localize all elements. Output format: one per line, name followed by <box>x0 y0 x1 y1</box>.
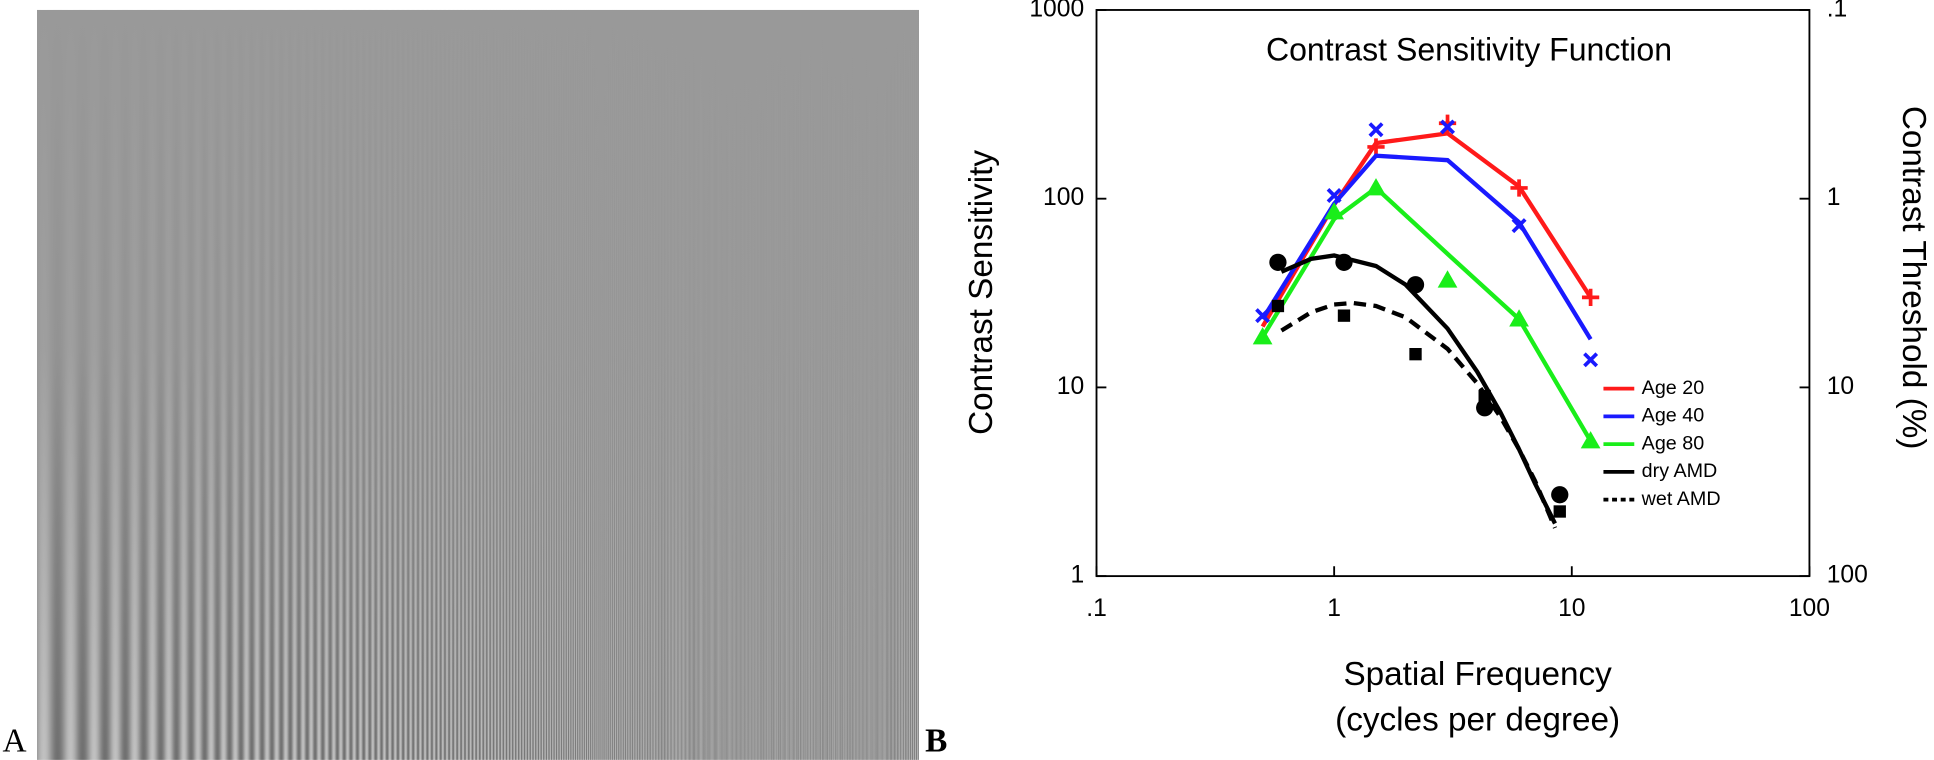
series-line <box>1280 253 1557 525</box>
marker <box>1437 270 1458 288</box>
marker <box>1409 348 1422 361</box>
marker <box>1324 202 1345 220</box>
grating-image <box>37 9 919 760</box>
marker <box>1511 218 1527 234</box>
marker <box>1478 389 1491 403</box>
marker <box>1269 253 1287 271</box>
marker <box>1581 288 1600 306</box>
y2-tick-label: 1 <box>1827 184 1841 211</box>
y2-axis-label: Contrast Threshold (%) <box>1895 106 1932 450</box>
y-axis-label: Contrast Sensitivity <box>963 150 1000 435</box>
grating-fade <box>37 9 919 760</box>
y-tick-label: 1000 <box>1029 0 1084 22</box>
x-tick-label: 10 <box>1558 595 1585 622</box>
marker <box>1406 276 1425 294</box>
marker <box>1271 299 1285 313</box>
marker <box>1580 431 1601 449</box>
legend-label: Age 80 <box>1642 432 1705 454</box>
series-line <box>1260 185 1593 443</box>
marker <box>1337 309 1351 322</box>
panel-label: B <box>925 722 947 759</box>
y2-tick-label: 100 <box>1827 562 1868 589</box>
marker <box>1367 138 1385 156</box>
x-axis-label: Spatial Frequency <box>1343 656 1612 693</box>
marker <box>1583 352 1599 368</box>
legend-label: dry AMD <box>1642 460 1718 482</box>
marker <box>1366 178 1386 196</box>
marker <box>1476 399 1494 417</box>
chart-title: Contrast Sensitivity Function <box>1266 31 1672 67</box>
series-line <box>1260 131 1593 328</box>
legend-label: Age 40 <box>1642 405 1705 427</box>
marker <box>1335 253 1353 271</box>
marker <box>1368 122 1384 138</box>
y2-tick-label: 10 <box>1827 373 1854 400</box>
marker <box>1252 327 1273 345</box>
x-tick-label: 1 <box>1327 595 1341 622</box>
legend-label: Age 20 <box>1642 377 1705 399</box>
y-tick-label: 10 <box>1057 373 1084 400</box>
marker <box>1255 308 1271 324</box>
y2-tick-label: .1 <box>1827 0 1848 22</box>
marker <box>1553 505 1566 518</box>
x-axis-label: (cycles per degree) <box>1335 701 1620 738</box>
x-tick-label: 100 <box>1789 595 1830 622</box>
marker <box>1326 187 1342 203</box>
marker <box>1510 179 1528 197</box>
y-tick-label: 1 <box>1070 562 1084 589</box>
marker <box>1551 486 1569 504</box>
marker <box>1509 309 1529 327</box>
y-tick-label: 100 <box>1043 184 1084 211</box>
series-line <box>1280 300 1557 529</box>
legend-label: wet AMD <box>1641 488 1721 510</box>
plot-frame <box>1095 9 1811 578</box>
marker <box>1440 119 1456 135</box>
series-line <box>1260 153 1593 341</box>
panel-label: A <box>2 722 26 759</box>
x-tick-label: .1 <box>1086 595 1107 622</box>
